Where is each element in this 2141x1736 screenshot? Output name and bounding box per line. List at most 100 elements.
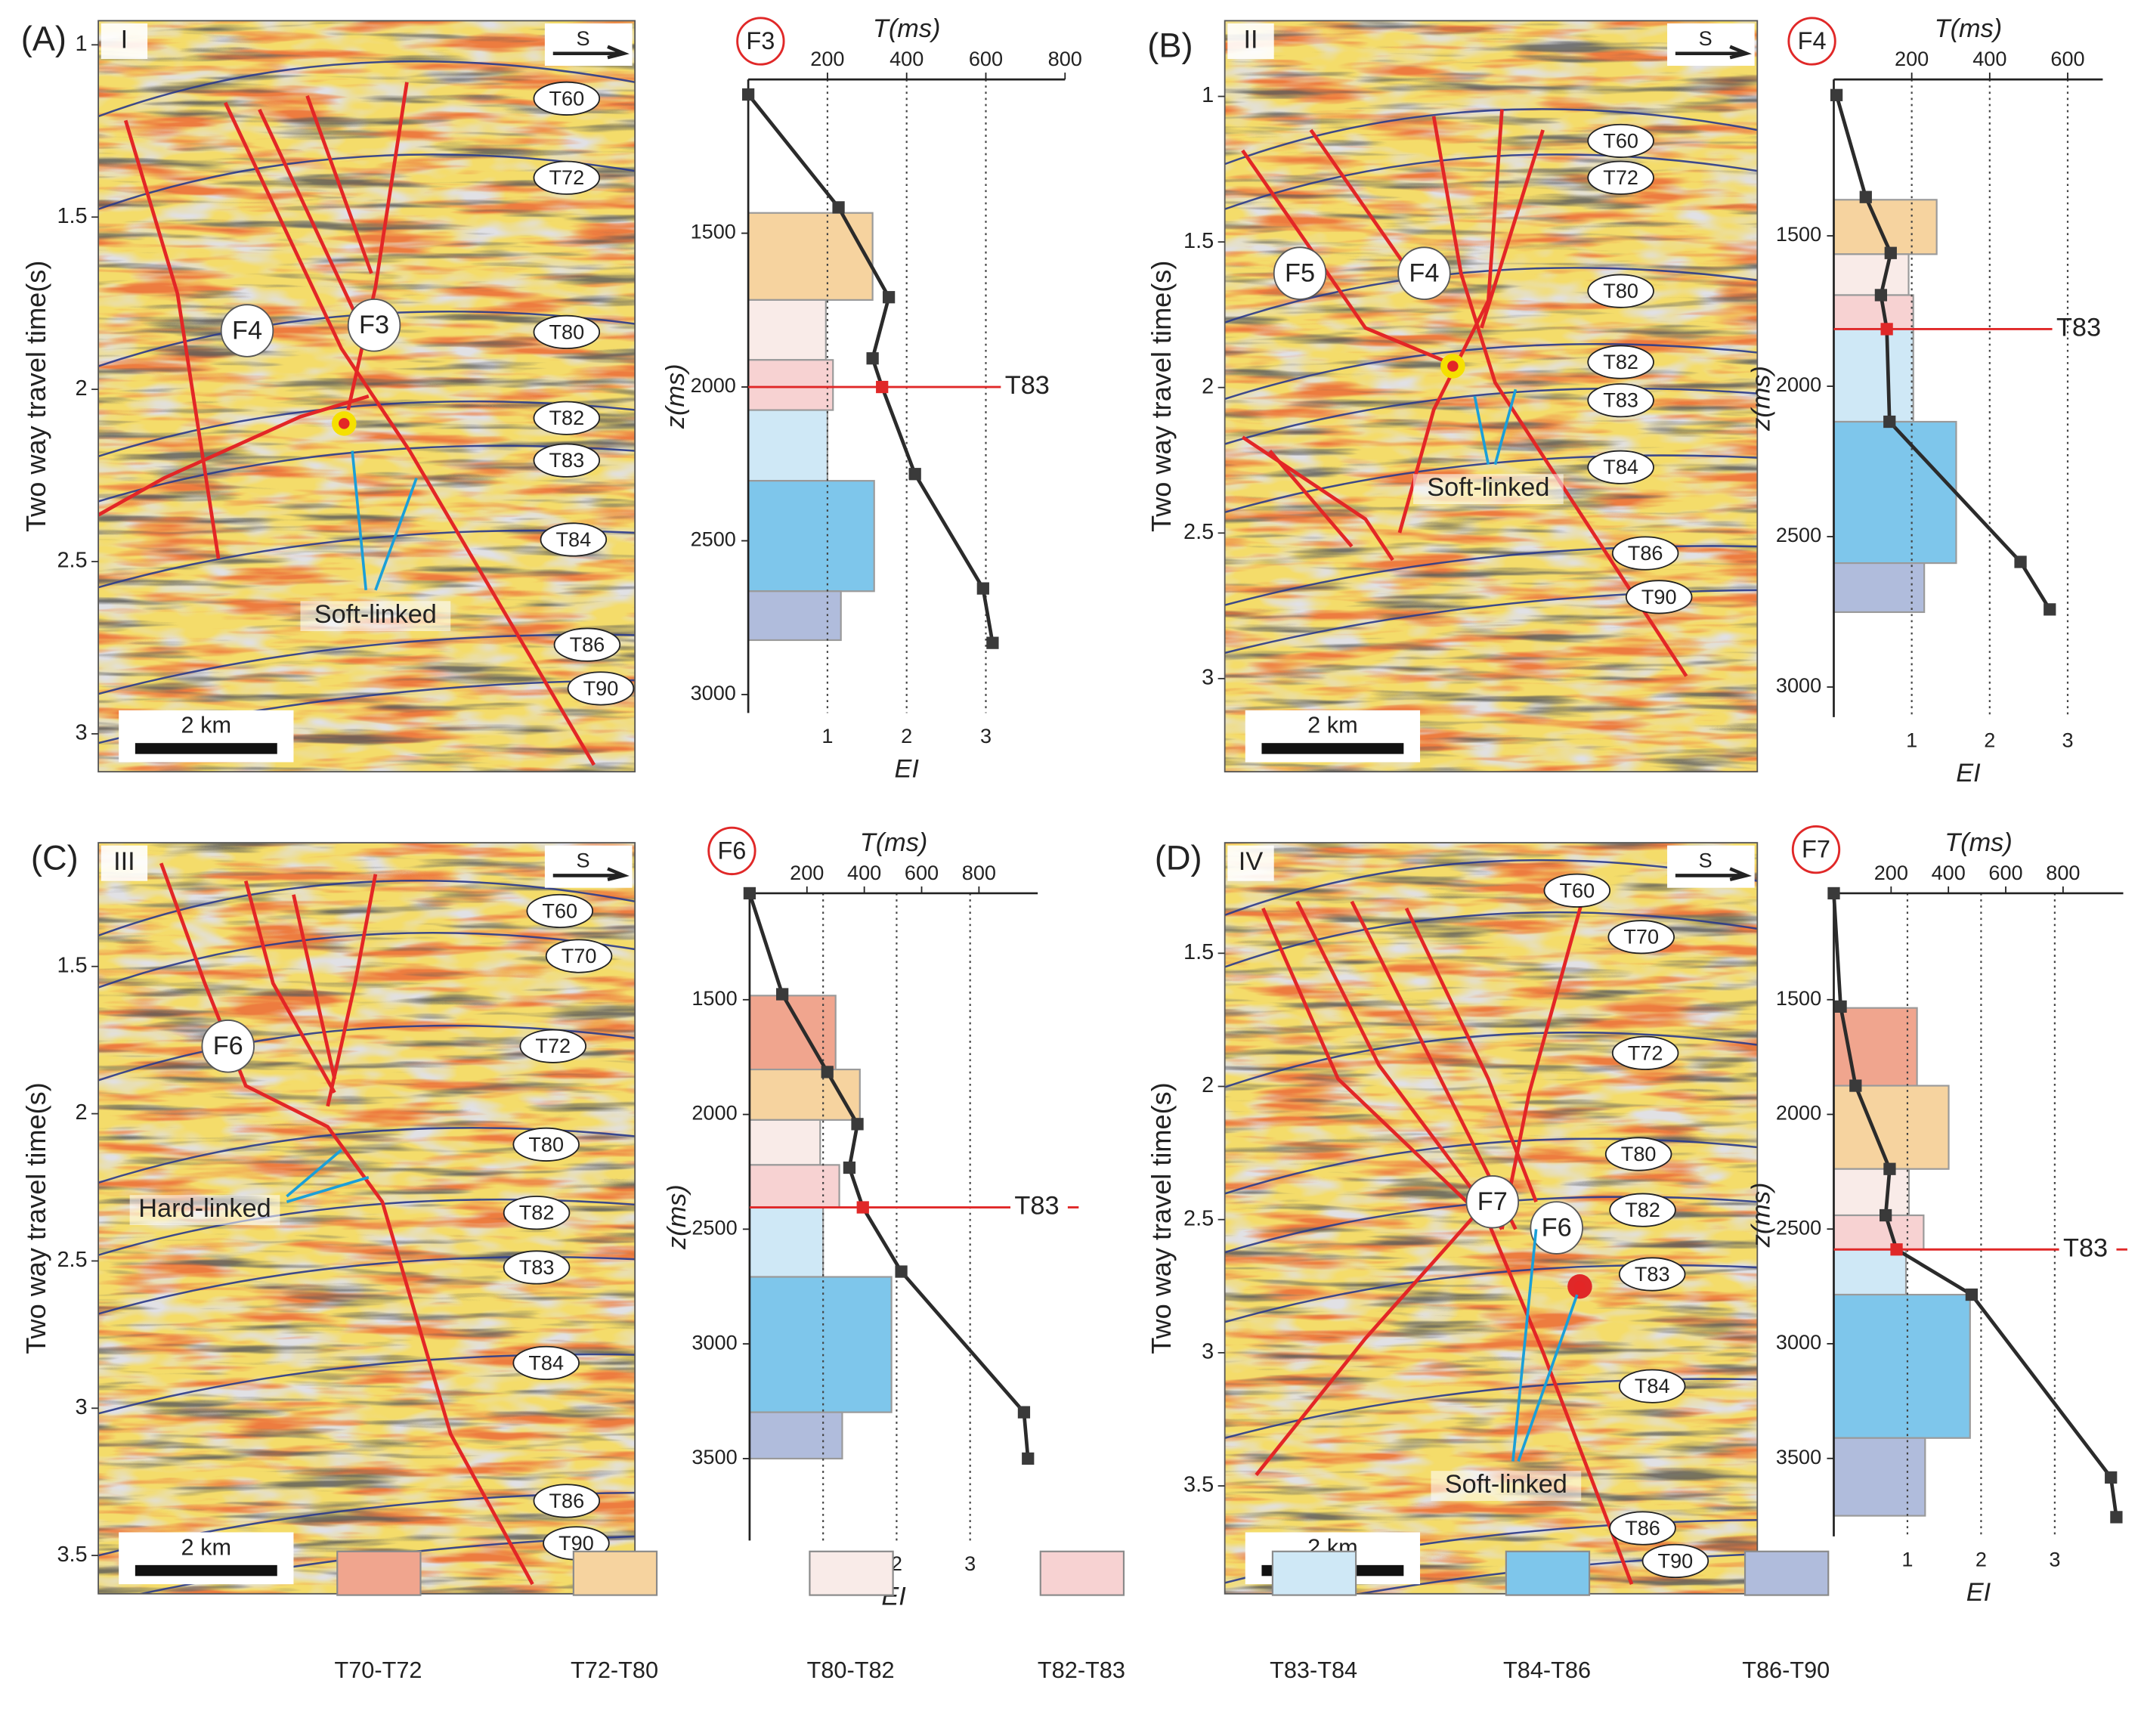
direction-arrow [1675,867,1753,882]
horizon-label-bg [533,314,601,349]
fault-label: F4 [1409,259,1439,288]
throw-point [895,1265,908,1278]
fault-line [1431,116,1688,677]
legend-swatch [1743,1550,1830,1596]
horizon-label: T80 [1621,1142,1657,1165]
fault-label-bg [347,299,401,352]
x-tick-label: 2 [1984,729,1995,752]
panel-letter: (A) [21,19,67,57]
y-axis-title: z(ms) [663,1184,691,1250]
annotation: Soft-linked [1427,473,1549,502]
x2-axis-title: T(ms) [873,14,941,43]
y-tick-label: 3500 [1776,1445,1821,1468]
interval-bar [747,590,842,642]
fault-label-bg [201,1020,255,1073]
x-tick-label: 2 [901,724,912,747]
horizon-label-bg [1604,1137,1672,1171]
horizon-label: T83 [519,1255,555,1279]
horizon-label-bg [553,627,621,662]
seismic-panel [98,20,636,772]
horizon-label-bg [545,939,613,973]
y-tick-label: 2000 [691,1101,737,1125]
interval-bar [1833,1437,1926,1517]
y-axis-title: Two way travel time(s) [20,261,51,532]
chart-title: F3 [746,27,775,54]
horizon-label-bg [1611,536,1679,571]
fault-label: F3 [359,311,389,339]
annotation-pointer [286,1176,370,1203]
legend-label: T72-T80 [571,1657,658,1683]
horizon-label: T82 [519,1201,555,1224]
legend-label: T86-T90 [1742,1657,1830,1683]
annotation-pointer [1473,395,1490,465]
fault-tip-center [339,418,350,429]
y-tick-label: 2.5 [57,549,87,573]
y-axis-title: z(ms) [1747,1183,1776,1249]
y-tick-label: 1 [76,32,88,56]
horizon-label-bg [1618,1257,1686,1292]
throw-point [1849,1079,1862,1092]
horizon-label-bg [512,1127,580,1162]
y-tick-label: 1500 [691,220,736,243]
horizon-label: T83 [1635,1262,1670,1286]
panel-letter: (D) [1155,838,1202,877]
interval-bar [747,480,875,593]
throw-point [851,1118,864,1131]
chart-title: F6 [717,837,746,864]
throw-point [1017,1406,1031,1419]
y-tick-label: 2500 [691,528,736,551]
annotation-pointer [1511,1229,1538,1462]
direction-box [544,23,633,67]
direction-label: S [1699,26,1712,50]
interval-bar [1833,1293,1971,1439]
fault-label-bg [1397,246,1451,300]
interval-bar [1833,420,1957,565]
horizon-line [1224,454,1758,514]
horizon-line [1224,387,1758,445]
horizon-label: T60 [549,86,584,110]
legend-label: T80-T82 [807,1657,895,1683]
y-axis-title: z(ms) [661,364,690,429]
throw-point [741,88,755,101]
interval-bar [1833,328,1914,423]
fault-line [1404,907,1538,1203]
horizon-label-bg [503,1196,571,1230]
y-tick-label: 1.5 [1183,229,1214,253]
annotation-pointer [351,450,368,591]
horizon-label: T80 [549,320,584,343]
interval-bar [1833,1007,1918,1087]
interval-bar [748,1411,843,1460]
throw-point [821,1066,834,1078]
direction-arrow [1675,45,1753,60]
horizon-label-bg [512,1345,580,1381]
scale-bar [135,1564,277,1577]
interval-bar [1833,199,1938,255]
y-tick-label: 3000 [1776,1330,1821,1354]
y-tick-label: 3000 [1776,673,1821,697]
horizon-label: T90 [583,676,619,700]
x-tick-label: 1 [1901,1548,1913,1571]
throw-point [2110,1511,2123,1524]
annotation-pointer [1517,1294,1579,1462]
horizon-line [1224,343,1758,401]
throw-point [1880,323,1893,336]
throw-point [986,636,999,649]
direction-label: S [576,849,589,872]
legend-swatch [572,1550,658,1596]
fault-line [1268,450,1354,548]
horizon-label: T83 [549,448,584,472]
legend-label: T83-T84 [1270,1657,1357,1683]
y-tick-label: 3.5 [1183,1473,1214,1497]
interval-bar [1833,562,1926,614]
horizon-line [98,932,636,989]
annotation-bg [129,1195,280,1225]
x2-tick-label: 200 [790,861,824,884]
throw-point [908,468,921,481]
y-axis-title: Two way travel time(s) [1146,261,1177,532]
y-axis-title: z(ms) [1747,366,1776,432]
horizon-label-bg [519,1029,587,1063]
scale-label: 2 km [181,712,232,738]
panel-letter: (C) [31,838,79,877]
y-tick-label: 1 [1202,83,1214,107]
x2-tick-label: 800 [2046,861,2080,884]
